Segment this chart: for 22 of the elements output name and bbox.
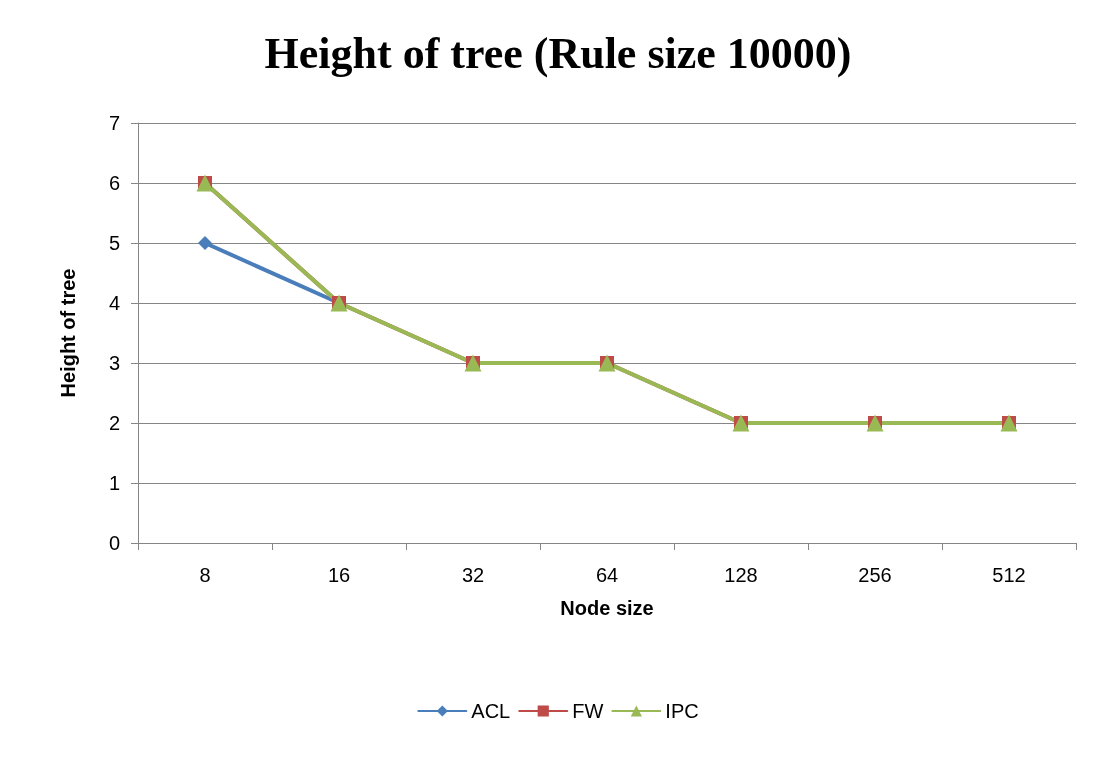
x-tick-label: 16 [327,564,351,586]
x-tick-label: 32 [461,564,485,586]
x-tick-label: 128 [724,564,758,586]
legend-label: IPC [665,700,699,722]
y-tick-label: 0 [108,532,120,554]
y-tick-label: 3 [108,352,120,374]
y-tick-label: 2 [108,412,120,434]
x-tick-label: 256 [858,564,892,586]
legend-label: FW [572,700,604,722]
x-tick-label: 512 [992,564,1026,586]
point [198,236,212,250]
y-axis-title: Height of tree [57,268,79,398]
y-tick-label: 5 [108,232,120,254]
x-axis-title: Node size [560,597,654,619]
y-tick-label: 4 [108,292,120,314]
x-tick-label: 8 [199,564,211,586]
y-tick-label: 1 [108,472,120,494]
x-tick-label: 64 [595,564,619,586]
y-tick-label: 6 [108,172,120,194]
legend-label: ACL [471,700,511,722]
chart-title: Height of tree (Rule size 10000) [264,28,852,78]
y-tick-label: 7 [108,112,120,134]
